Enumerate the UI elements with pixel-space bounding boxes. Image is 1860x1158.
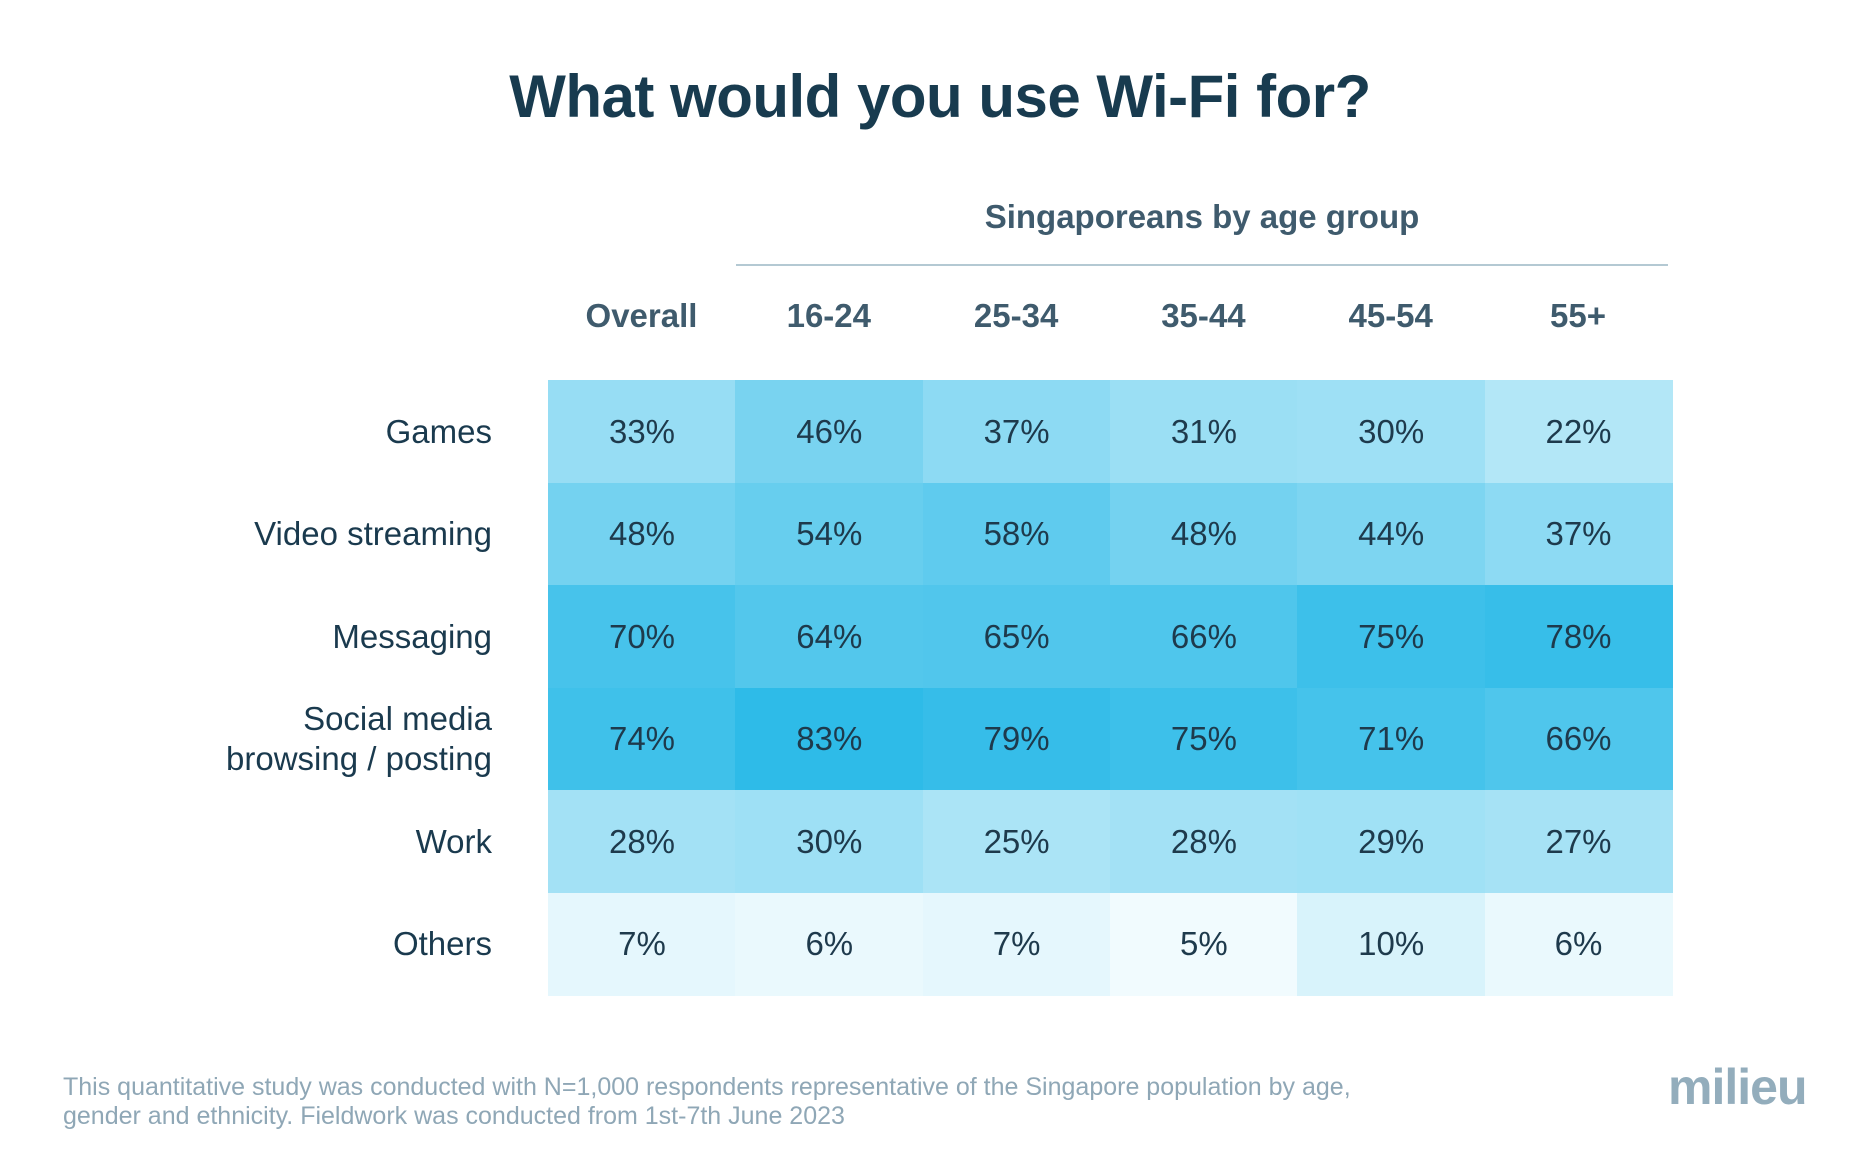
heatmap-cell: 44% [1297,482,1486,586]
footnote-line-1: This quantitative study was conducted wi… [63,1073,1351,1101]
heatmap-cell: 37% [1484,482,1673,586]
milieu-logo: milieu [1668,1059,1807,1115]
heatmap-cell: 74% [548,687,736,791]
column-group-label: Singaporeans by age group [984,198,1420,235]
column-header: Overall [585,297,698,334]
chart-title: What would you use Wi-Fi for? [509,63,1371,130]
heatmap-cell: 29% [1297,790,1486,893]
heatmap-cell: 64% [735,585,924,688]
heatmap-cell: 28% [548,790,736,893]
heatmap-cell: 28% [1109,790,1298,893]
heatmap-cell: 6% [735,892,924,996]
heatmap-cell: 66% [1109,585,1298,688]
row-label-line: Games [385,412,492,450]
heatmap-cell: 75% [1297,585,1486,688]
heatmap-cell: 6% [1484,892,1673,996]
heatmap-cell: 37% [922,380,1111,483]
heatmap-cell: 33% [548,380,736,483]
column-header: 16-24 [786,297,871,334]
column-group-divider [736,264,1668,266]
heatmap-cell: 48% [548,482,736,586]
column-header: 25-34 [973,297,1059,334]
heatmap-cell: 83% [735,687,924,791]
row-label: Games [140,380,492,483]
heatmap-cell: 10% [1297,892,1486,996]
heatmap-cell: 70% [548,585,736,688]
heatmap-cell: 22% [1484,380,1673,483]
row-label-line: Others [392,925,492,962]
row-label: Video streaming [140,483,492,586]
heatmap-cell: 5% [1109,892,1298,996]
heatmap-cell: 7% [548,892,736,996]
column-header: 45-54 [1348,297,1433,334]
heatmap-cell: 58% [922,482,1111,586]
heatmap-cell: 79% [922,687,1111,791]
heatmap-cell: 78% [1484,585,1673,688]
row-label-line: Video streaming [254,515,492,552]
heatmap-cell: 30% [1297,380,1486,483]
heatmap-cell: 27% [1484,790,1673,893]
row-label: Social media browsing / posting [140,688,492,791]
heatmap-cell: 75% [1109,687,1298,791]
heatmap-cell: 48% [1109,482,1298,586]
footnote-line-2: gender and ethnicity. Fieldwork was cond… [63,1102,845,1130]
row-label-line: Work [415,822,492,860]
heatmap-cell: 7% [922,892,1111,996]
heatmap-cell: 65% [922,585,1111,688]
column-header: 35-44 [1161,297,1246,334]
heatmap-cell: 30% [735,790,924,893]
heatmap-cell: 54% [735,482,924,586]
heatmap-cell: 46% [735,380,924,483]
row-label: Others [140,893,492,996]
row-label-line: browsing / posting [226,740,492,777]
heatmap-cell: 31% [1109,380,1298,483]
heatmap-cell: 71% [1297,687,1486,791]
row-label-line: Messaging [332,617,492,655]
row-label: Work [140,790,492,893]
heatmap-cell: 66% [1484,687,1673,791]
column-header: 55+ [1550,297,1606,334]
heatmap-cell: 25% [922,790,1111,893]
methodology-footnote: This quantitative study was conducted wi… [63,1073,1463,1131]
row-label: Messaging [140,585,492,688]
row-label-line: Social media [303,700,492,737]
